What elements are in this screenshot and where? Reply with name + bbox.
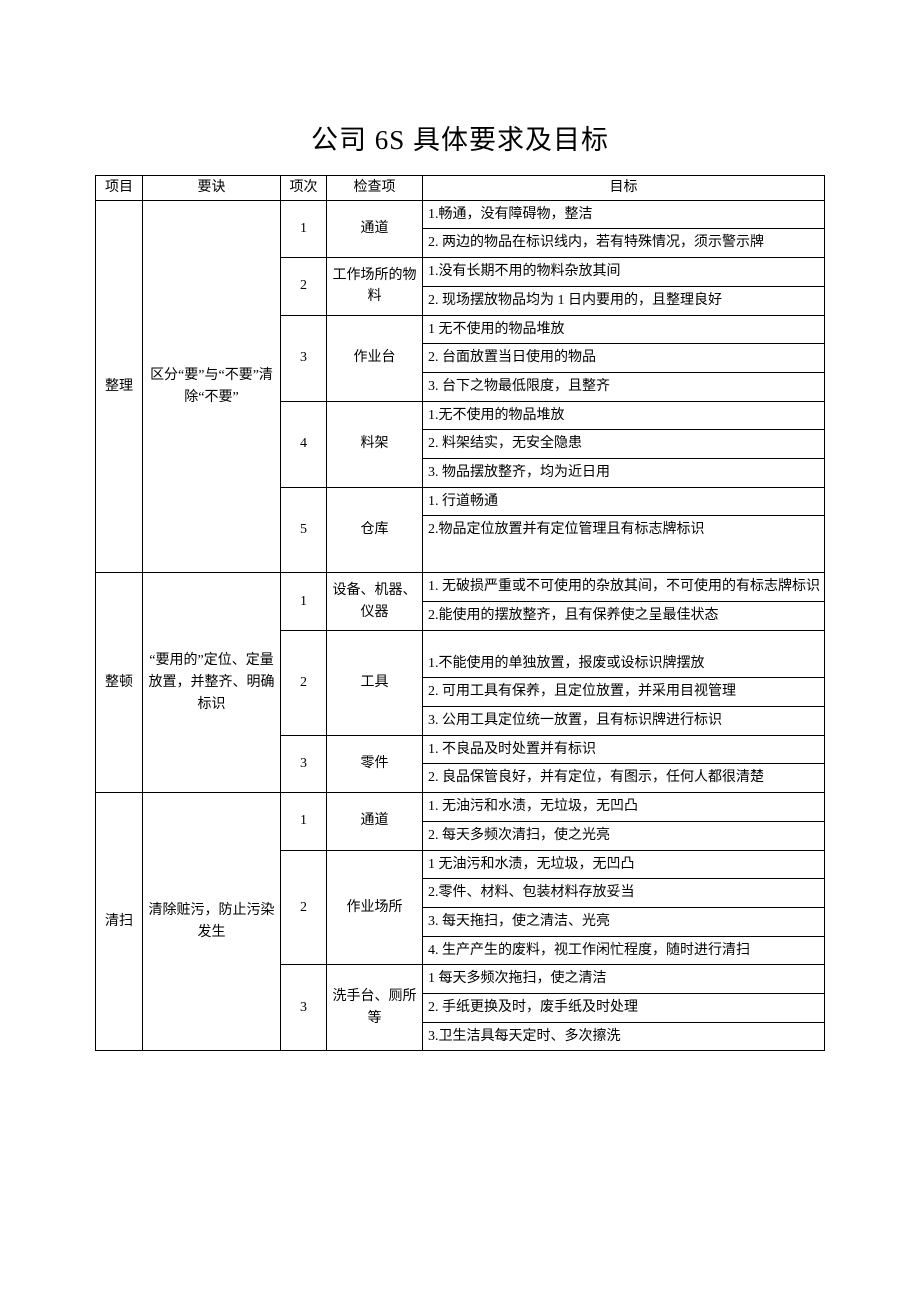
goal-text: 2. 每天多频次清扫，使之光亮 bbox=[428, 825, 821, 847]
goal-cell: 2.物品定位放置并有定位管理且有标志牌标识 bbox=[423, 516, 825, 573]
goal-cell: 1. 不良品及时处置并有标识 bbox=[423, 735, 825, 764]
check-cell: 洗手台、厕所等 bbox=[327, 965, 423, 1051]
goal-text: 2. 两边的物品在标识线内，若有特殊情况，须示警示牌 bbox=[428, 232, 821, 254]
goal-cell: 3.卫生洁具每天定时、多次擦洗 bbox=[423, 1022, 825, 1051]
goal-text: 3. 每天拖扫，使之清洁、光亮 bbox=[428, 911, 821, 933]
check-cell: 工具 bbox=[327, 630, 423, 735]
goal-text: 1.无不使用的物品堆放 bbox=[428, 405, 821, 427]
goal-cell: 1.不能使用的单独放置，报废或设标识牌摆放 bbox=[423, 630, 825, 678]
goal-text: 2. 可用工具有保养，且定位放置，并采用目视管理 bbox=[428, 681, 821, 703]
no-cell: 3 bbox=[281, 315, 327, 401]
goal-text: 2. 台面放置当日使用的物品 bbox=[428, 347, 821, 369]
goal-text: 1.不能使用的单独放置，报废或设标识牌摆放 bbox=[428, 653, 821, 675]
check-cell: 料架 bbox=[327, 401, 423, 487]
goal-cell: 3. 公用工具定位统一放置，且有标识牌进行标识 bbox=[423, 707, 825, 736]
project-cell: 清扫 bbox=[96, 793, 143, 1051]
goal-cell: 2. 料架结实，无安全隐患 bbox=[423, 430, 825, 459]
goal-text: 3. 物品摆放整齐，均为近日用 bbox=[428, 462, 821, 484]
requirements-table: 项目 要诀 项次 检查项 目标 整理区分“要”与“不要”清除“不要”1通道1.畅… bbox=[95, 175, 825, 1051]
goal-cell: 2. 两边的物品在标识线内，若有特殊情况，须示警示牌 bbox=[423, 229, 825, 258]
no-cell: 1 bbox=[281, 793, 327, 850]
goal-text: 2. 料架结实，无安全隐患 bbox=[428, 433, 821, 455]
check-cell: 零件 bbox=[327, 735, 423, 792]
goal-text: 3. 公用工具定位统一放置，且有标识牌进行标识 bbox=[428, 710, 821, 732]
goal-cell: 1.畅通，没有障碍物，整洁 bbox=[423, 200, 825, 229]
goal-text: 1. 不良品及时处置并有标识 bbox=[428, 739, 821, 761]
goal-cell: 3. 物品摆放整齐，均为近日用 bbox=[423, 458, 825, 487]
goal-cell: 3. 每天拖扫，使之清洁、光亮 bbox=[423, 907, 825, 936]
goal-cell: 1. 行道畅通 bbox=[423, 487, 825, 516]
goal-cell: 2. 可用工具有保养，且定位放置，并采用目视管理 bbox=[423, 678, 825, 707]
goal-text: 2.能使用的摆放整齐，且有保养使之呈最佳状态 bbox=[428, 605, 821, 627]
goal-text: 3. 台下之物最低限度，且整齐 bbox=[428, 376, 821, 398]
check-cell: 通道 bbox=[327, 200, 423, 257]
goal-cell: 2. 台面放置当日使用的物品 bbox=[423, 344, 825, 373]
check-cell: 设备、机器、仪器 bbox=[327, 573, 423, 630]
header-project: 项目 bbox=[96, 176, 143, 201]
header-goal: 目标 bbox=[423, 176, 825, 201]
goal-text: 1. 无破损严重或不可使用的杂放其间，不可使用的有标志牌标识 bbox=[428, 576, 821, 598]
no-cell: 1 bbox=[281, 573, 327, 630]
goal-text: 2. 良品保管良好，并有定位，有图示，任何人都很清楚 bbox=[428, 767, 821, 789]
no-cell: 3 bbox=[281, 735, 327, 792]
goal-cell: 1 无油污和水渍，无垃圾，无凹凸 bbox=[423, 850, 825, 879]
no-cell: 3 bbox=[281, 965, 327, 1051]
table-row: 整理区分“要”与“不要”清除“不要”1通道1.畅通，没有障碍物，整洁 bbox=[96, 200, 825, 229]
check-cell: 仓库 bbox=[327, 487, 423, 573]
goal-text: 2.零件、材料、包装材料存放妥当 bbox=[428, 882, 821, 904]
goal-cell: 4. 生产产生的废料，视工作闲忙程度，随时进行清扫 bbox=[423, 936, 825, 965]
goal-text: 1. 行道畅通 bbox=[428, 491, 821, 513]
goal-text: 2.物品定位放置并有定位管理且有标志牌标识 bbox=[428, 519, 821, 541]
table-row: 整顿“要用的”定位、定量放置，并整齐、明确标识1设备、机器、仪器1. 无破损严重… bbox=[96, 573, 825, 602]
goal-cell: 1.无不使用的物品堆放 bbox=[423, 401, 825, 430]
no-cell: 1 bbox=[281, 200, 327, 257]
table-header-row: 项目 要诀 项次 检查项 目标 bbox=[96, 176, 825, 201]
goal-cell: 1. 无油污和水渍，无垃圾，无凹凸 bbox=[423, 793, 825, 822]
goal-cell: 1. 无破损严重或不可使用的杂放其间，不可使用的有标志牌标识 bbox=[423, 573, 825, 602]
rule-cell: 区分“要”与“不要”清除“不要” bbox=[143, 200, 281, 573]
goal-cell: 2. 手纸更换及时，废手纸及时处理 bbox=[423, 993, 825, 1022]
goal-text: 1. 无油污和水渍，无垃圾，无凹凸 bbox=[428, 796, 821, 818]
goal-cell: 1 每天多频次拖扫，使之清洁 bbox=[423, 965, 825, 994]
goal-cell: 2. 现场摆放物品均为 1 日内要用的，且整理良好 bbox=[423, 286, 825, 315]
no-cell: 4 bbox=[281, 401, 327, 487]
goal-cell: 1.没有长期不用的物料杂放其间 bbox=[423, 258, 825, 287]
goal-text: 1 无不使用的物品堆放 bbox=[428, 319, 821, 341]
goal-cell: 3. 台下之物最低限度，且整齐 bbox=[423, 372, 825, 401]
table-row: 清扫清除赃污，防止污染发生1通道1. 无油污和水渍，无垃圾，无凹凸 bbox=[96, 793, 825, 822]
no-cell: 5 bbox=[281, 487, 327, 573]
goal-text: 1 每天多频次拖扫，使之清洁 bbox=[428, 968, 821, 990]
no-cell: 2 bbox=[281, 850, 327, 965]
no-cell: 2 bbox=[281, 258, 327, 315]
page-title: 公司 6S 具体要求及目标 bbox=[95, 118, 825, 157]
goal-text: 1.没有长期不用的物料杂放其间 bbox=[428, 261, 821, 283]
header-rule: 要诀 bbox=[143, 176, 281, 201]
no-cell: 2 bbox=[281, 630, 327, 735]
goal-cell: 2.能使用的摆放整齐，且有保养使之呈最佳状态 bbox=[423, 602, 825, 631]
goal-cell: 1 无不使用的物品堆放 bbox=[423, 315, 825, 344]
header-check: 检查项 bbox=[327, 176, 423, 201]
header-no: 项次 bbox=[281, 176, 327, 201]
goal-cell: 2. 良品保管良好，并有定位，有图示，任何人都很清楚 bbox=[423, 764, 825, 793]
goal-text: 2. 现场摆放物品均为 1 日内要用的，且整理良好 bbox=[428, 290, 821, 312]
check-cell: 作业台 bbox=[327, 315, 423, 401]
project-cell: 整顿 bbox=[96, 573, 143, 793]
goal-text: 2. 手纸更换及时，废手纸及时处理 bbox=[428, 997, 821, 1019]
goal-text: 1.畅通，没有障碍物，整洁 bbox=[428, 204, 821, 226]
rule-cell: 清除赃污，防止污染发生 bbox=[143, 793, 281, 1051]
check-cell: 工作场所的物料 bbox=[327, 258, 423, 315]
goal-text: 3.卫生洁具每天定时、多次擦洗 bbox=[428, 1026, 821, 1048]
goal-text: 1 无油污和水渍，无垃圾，无凹凸 bbox=[428, 854, 821, 876]
goal-cell: 2.零件、材料、包装材料存放妥当 bbox=[423, 879, 825, 908]
goal-text: 4. 生产产生的废料，视工作闲忙程度，随时进行清扫 bbox=[428, 940, 821, 962]
check-cell: 作业场所 bbox=[327, 850, 423, 965]
check-cell: 通道 bbox=[327, 793, 423, 850]
project-cell: 整理 bbox=[96, 200, 143, 573]
rule-cell: “要用的”定位、定量放置，并整齐、明确标识 bbox=[143, 573, 281, 793]
goal-cell: 2. 每天多频次清扫，使之光亮 bbox=[423, 821, 825, 850]
